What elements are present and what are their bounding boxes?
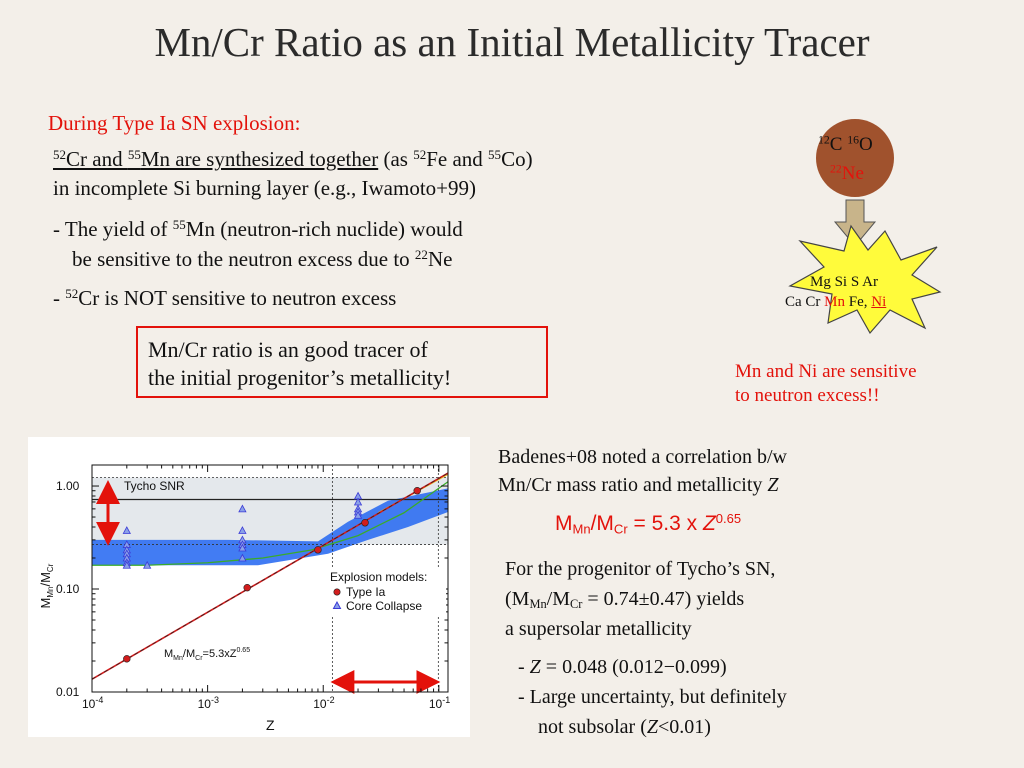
- x-tick-label: 10-4: [82, 695, 103, 711]
- type-ia-point: [123, 655, 131, 663]
- fit-line-label: MMn/MCr=5.3xZ0.65: [164, 647, 250, 662]
- legend-type-ia-label: Type Ia: [346, 585, 386, 599]
- core-collapse-point: [238, 504, 247, 513]
- bullet-mn-yield: - The yield of 55Mn (neutron-rich nuclid…: [53, 216, 463, 241]
- star-label-line-1: Mg Si S Ar: [810, 274, 878, 290]
- tycho-bullets: - Z = 0.048 (0.012−0.099) - Large uncert…: [518, 656, 787, 738]
- fit-line-dash: [91, 472, 449, 680]
- type-ia-point: [314, 546, 322, 554]
- type-ia-point: [243, 583, 251, 592]
- core-collapse-model-band: [92, 488, 448, 566]
- burning-products-star: [788, 224, 942, 335]
- core-label-ne: 22Ne: [830, 162, 864, 184]
- fit-equation: MMn/MCr = 5.3 x Z0.65: [555, 510, 742, 537]
- core-collapse-point: [238, 553, 247, 562]
- star-label-line-2: Ca Cr Mn Fe, Ni: [785, 294, 887, 310]
- legend-core-collapse-marker: [332, 600, 342, 609]
- key-conclusion-box: Mn/Cr ratio is an good tracer of the ini…: [136, 326, 548, 398]
- nucleosynthesis-diagram: [788, 119, 942, 335]
- green-model-curve: [92, 481, 449, 566]
- plot-frame: [91, 464, 449, 693]
- intro-heading: During Type Ia SN explosion:: [48, 111, 301, 135]
- legend-title: Explosion models:: [330, 570, 427, 584]
- synthesis-line-2: in incomplete Si burning layer (e.g., Iw…: [53, 176, 476, 200]
- core-collapse-point: [238, 526, 247, 534]
- type-ia-point: [413, 487, 421, 495]
- core-collapse-point: [122, 560, 131, 569]
- type-ia-point: [361, 519, 369, 527]
- x-tick-label: 10-3: [198, 695, 219, 711]
- y-tick-label: 0.01: [56, 685, 80, 699]
- x-tick-label: 10-2: [313, 695, 334, 711]
- bullet-mn-yield-line-2: be sensitive to the neutron excess due t…: [72, 246, 453, 271]
- progenitor-core-circle: [816, 119, 894, 197]
- burning-arrow: [833, 199, 877, 247]
- page-title: Mn/Cr Ratio as an Initial Metallicity Tr…: [154, 19, 870, 65]
- core-collapse-point: [142, 560, 152, 569]
- y-axis-label: MMn/MCr: [38, 563, 55, 608]
- core-collapse-point: [122, 526, 131, 534]
- core-label-co: 12C 16O: [818, 133, 873, 155]
- badenes-note: Badenes+08 noted a correlation b/w Mn/Cr…: [498, 446, 787, 496]
- synthesis-line-1: 52Cr and 55Mn are synthesized together (…: [53, 146, 533, 171]
- key-conclusion-line-2: the initial progenitor’s metallicity!: [148, 365, 452, 390]
- y-tick-label: 1.00: [56, 479, 80, 493]
- core-collapse-point: [238, 543, 247, 552]
- legend-box: [328, 567, 446, 615]
- bullet-cr: - 52Cr is NOT sensitive to neutron exces…: [53, 285, 397, 310]
- mn-cr-metallicity-chart: 10-4 10-3 10-2 10-1 1.00 0.10 0.01 Z MMn/MCr Tych…: [38, 464, 450, 733]
- tycho-result: For the progenitor of Tycho’s SN, (MMn/M…: [505, 558, 776, 640]
- neutron-excess-note: Mn and Ni are sensitive to neutron exces…: [735, 361, 917, 406]
- y-tick-label: 0.10: [56, 582, 80, 596]
- x-tick-label: 10-1: [429, 695, 450, 711]
- legend-core-collapse-label: Core Collapse: [346, 599, 422, 613]
- core-collapse-point: [353, 510, 363, 519]
- legend-type-ia-marker: [333, 588, 341, 596]
- tycho-snr-label: Tycho SNR: [124, 479, 185, 493]
- figure-panel: 10-4 10-3 10-2 10-1 1.00 0.10 0.01 Z MMn/MCr Tych…: [28, 437, 470, 737]
- x-axis-label: Z: [266, 717, 275, 733]
- key-conclusion-line-1: Mn/Cr ratio is an good tracer of: [148, 337, 428, 362]
